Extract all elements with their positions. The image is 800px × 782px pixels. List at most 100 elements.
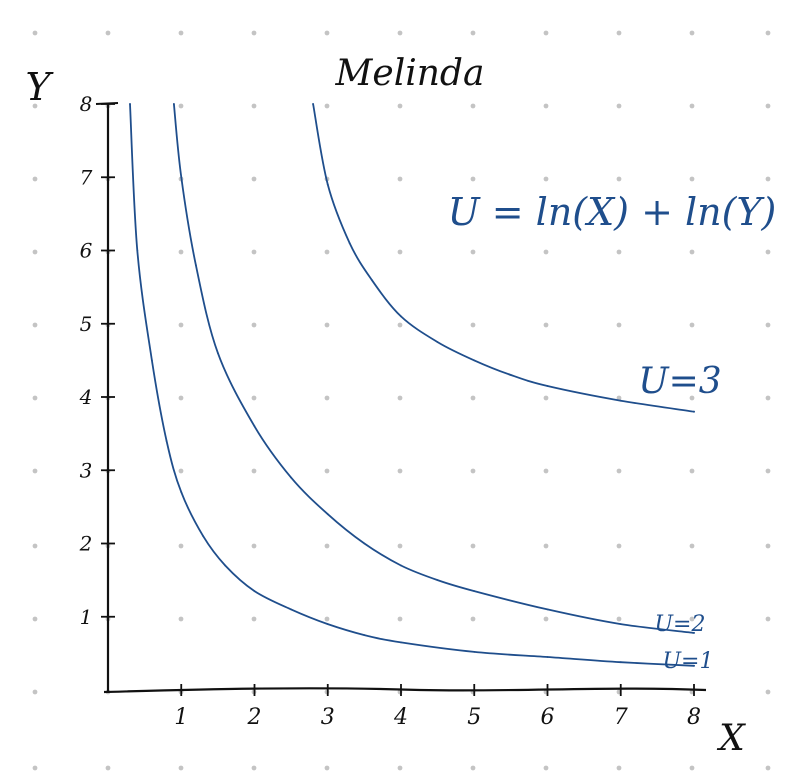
grid-dot	[470, 395, 476, 401]
grid-dot	[765, 322, 771, 328]
axis-ticks: 1 2 3 4 5 6 7 8 1 2 3 4 5 6 7 8	[79, 92, 701, 730]
grid-dot	[32, 176, 38, 182]
grid-dot	[470, 543, 476, 549]
grid-dot	[765, 395, 771, 401]
grid-dot	[689, 395, 695, 401]
grid-dot	[543, 30, 549, 36]
curve-labels: U=1 U=2 U=3	[638, 361, 721, 674]
grid-dot	[32, 689, 38, 695]
grid-dot	[765, 543, 771, 549]
indifference-curve-u2	[173, 103, 695, 634]
utility-function-annotation: U = ln(X) + ln(Y)	[448, 190, 777, 234]
grid-dot	[616, 468, 622, 474]
grid-dot	[397, 468, 403, 474]
grid-dot	[765, 616, 771, 622]
curve-point	[253, 425, 256, 428]
grid-dot	[616, 103, 622, 109]
grid-dot	[397, 395, 403, 401]
curve-point	[619, 661, 622, 664]
curve-label-u1: U=1	[663, 649, 714, 674]
y-tick-label: 7	[80, 165, 93, 189]
grid-dot	[178, 322, 184, 328]
grid-dot	[765, 30, 771, 36]
grid-dot	[470, 176, 476, 182]
indifference-curves	[129, 103, 695, 667]
grid-dot	[543, 103, 549, 109]
grid-dot	[689, 30, 695, 36]
curve-point	[326, 513, 329, 516]
curve-point	[546, 608, 549, 611]
x-axis-line	[103, 687, 707, 694]
grid-dot	[543, 176, 549, 182]
x-tick-label: 5	[467, 705, 481, 730]
curve-point	[195, 264, 197, 267]
x-axis-label: X	[716, 718, 746, 759]
x-tick-label: 8	[687, 705, 701, 730]
grid-dot	[251, 468, 257, 474]
curve-point	[363, 634, 366, 636]
curve-point	[312, 103, 314, 105]
grid-dot	[105, 765, 111, 771]
y-tick-label: 5	[80, 312, 93, 336]
curve-point	[619, 399, 622, 402]
x-tick-label: 4	[393, 705, 408, 730]
y-tick-label: 6	[80, 239, 93, 263]
curve-point	[619, 623, 622, 625]
curve-point	[510, 374, 512, 376]
curve-point	[129, 103, 131, 105]
grid-dot	[32, 468, 38, 474]
grid-dot	[470, 30, 476, 36]
grid-dot	[178, 543, 184, 549]
curve-point	[370, 278, 373, 281]
curve-point	[693, 410, 695, 413]
curve-point	[546, 385, 549, 387]
chart-title: Melinda	[335, 53, 485, 94]
grid-dot	[32, 322, 38, 328]
curve-point	[546, 656, 549, 658]
curve-point	[326, 623, 329, 625]
grid-dot	[251, 765, 257, 771]
y-tick-label: 4	[79, 385, 93, 409]
grid-dot	[616, 176, 622, 182]
grid-dot	[251, 103, 257, 109]
grid-dot	[765, 249, 771, 255]
grid-dot	[616, 322, 622, 328]
curve-point	[180, 176, 183, 179]
curve-point	[290, 476, 292, 479]
grid-dot	[324, 322, 330, 328]
grid-dot	[543, 616, 549, 622]
grid-dot	[178, 249, 184, 255]
grid-dot	[251, 616, 257, 622]
grid-dot	[765, 468, 771, 474]
grid-dot	[689, 103, 695, 109]
curve-point	[202, 535, 205, 538]
x-tick-label: 2	[247, 705, 262, 730]
grid-dot	[765, 103, 771, 109]
grid-dot	[324, 765, 330, 771]
y-tick-label: 8	[80, 92, 93, 116]
grid-dot	[251, 543, 257, 549]
grid-dot	[32, 765, 38, 771]
grid-dot	[765, 765, 771, 771]
grid-dot	[470, 103, 476, 109]
y-axis-label: Y	[25, 65, 54, 109]
curve-point	[436, 579, 439, 581]
grid-dot	[32, 30, 38, 36]
grid-dot	[616, 249, 622, 255]
grid-dot	[543, 468, 549, 474]
curve-label-u2: U=2	[655, 612, 706, 637]
curve-point	[348, 242, 351, 245]
grid-dot	[32, 103, 38, 109]
grid-dot	[689, 543, 695, 549]
grid-dot	[543, 395, 549, 401]
curve-point	[224, 564, 227, 567]
grid-dot	[251, 322, 257, 328]
grid-dot	[251, 249, 257, 255]
curve-point	[151, 359, 153, 362]
curve-point	[400, 641, 402, 644]
grid-dot	[470, 616, 476, 622]
curve-point	[400, 315, 402, 318]
curve-label-u3: U=3	[638, 361, 721, 402]
grid-dot	[616, 616, 622, 622]
